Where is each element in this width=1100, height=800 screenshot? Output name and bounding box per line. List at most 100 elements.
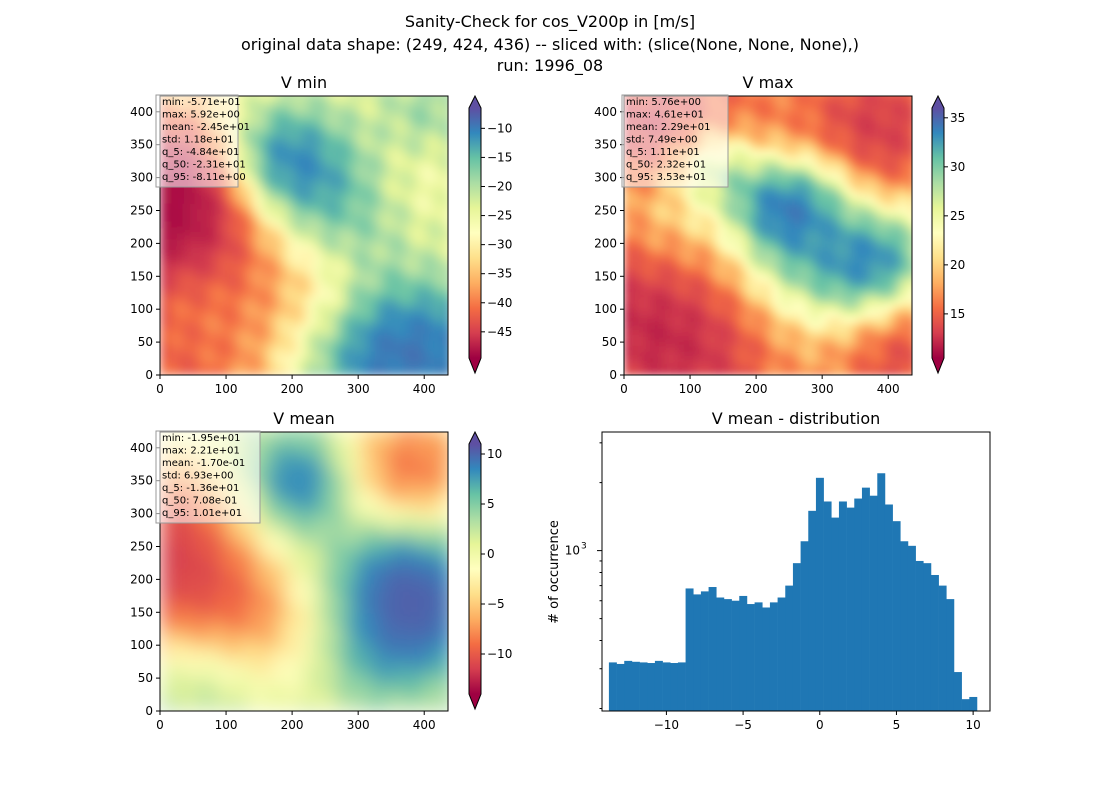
colorbar-tick-label: −10 [487,647,512,661]
panel-histogram: V mean - distribution −10 −5 0 5 10 10 3 # of… [547,409,991,732]
histogram-bar [923,563,932,711]
plot-frame [159,431,449,712]
stats-box-bg [155,430,261,524]
colorbar-tick-label: −45 [487,325,512,339]
colorbar: 15 20 25 30 35 [931,94,965,375]
y-tick-label: 400 [130,441,153,455]
plot-frame [623,95,913,376]
panel-title: V mean - distribution [712,409,881,428]
histogram-bar [884,504,893,711]
histogram-bar [900,541,909,711]
y-axis: 0 50 100 150 200 250 300 350 400 [130,441,160,718]
colorbar-tick-label: 10 [487,447,502,461]
colorbar-tick-label: 20 [950,258,965,272]
x-axis: −10 −5 0 5 10 [654,711,981,732]
histogram-bar [800,541,809,711]
histogram-bar [877,473,886,711]
histogram-bar [869,495,878,711]
x-tick-label: 100 [679,382,702,396]
colorbar-tick-label: −40 [487,296,512,310]
histogram-bar [938,585,947,711]
stats-line: mean: 2.29e+01 [626,122,710,133]
histogram-bar [731,600,740,711]
colorbar-extend-max [469,96,481,108]
stats-line: q_95: 3.53e+01 [626,172,706,183]
colorbar-tick-label: 35 [950,111,965,125]
histogram-bar [624,660,633,711]
x-tick-label: 100 [215,718,238,732]
figure-title-line-1: Sanity-Check for cos_V200p in [m/s] [404,12,696,31]
histogram-bar [693,594,702,711]
figure-title-line-3: run: 1996_08 [496,56,604,75]
histogram-bar [654,660,663,711]
y-tick-label: 300 [130,507,153,521]
y-tick-label: 250 [594,203,617,217]
x-tick-label: 400 [413,718,436,732]
histogram-bar [946,599,955,711]
y-tick-label: 100 [594,302,617,316]
colorbar-extend-max [469,432,481,444]
y-tick-label: 150 [130,269,153,283]
colorbar-ticks: −10 −15 −20 −25 −30 −35 −40 −45 [481,121,512,339]
histogram-bar [785,585,794,711]
stats-line: min: -5.71e+01 [162,97,241,108]
stats-box-bg [155,94,239,188]
histogram-bar [746,604,755,711]
histogram-bar [616,663,625,711]
y-axis: 0 50 100 150 200 250 300 350 400 [594,105,624,382]
stats-line: std: 7.49e+00 [626,135,698,146]
histogram-bar [846,507,855,711]
x-axis: 0 100 200 300 400 [156,375,436,396]
histogram-bar [716,597,725,711]
histogram-bar [915,560,924,711]
panel-v-min: V min 0 100 200 300 400 0 50 100 150 200 250 300 35… [130,73,512,396]
stats-line: max: 5.92e+00 [162,110,240,121]
colorbar-gradient [469,108,481,358]
x-tick-label: 300 [347,382,370,396]
y-tick-label: 0 [145,368,153,382]
y-tick-label: 150 [130,605,153,619]
colorbar-tick-label: −5 [487,597,505,611]
x-tick-label: 100 [215,382,238,396]
histogram-bar [854,498,863,711]
histogram-bar [685,588,694,711]
x-tick-label: 10 [965,718,980,732]
x-tick-label: 400 [877,382,900,396]
x-tick-label: 5 [893,718,901,732]
colorbar-outline [468,94,482,375]
stats-line: q_5: -4.84e+01 [162,147,239,158]
histogram-bar [907,545,916,711]
colorbar: 10 5 0 −5 −10 [468,430,512,711]
histogram-bars [608,473,978,711]
histogram-bar [792,563,801,711]
x-tick-label: 0 [156,718,164,732]
stats-box-bg [621,94,729,188]
panel-v-mean: V mean 0 100 200 300 400 0501001502002503003… [130,409,512,732]
colorbar-tick-label: −25 [487,209,512,223]
histogram-bar [754,602,763,711]
histogram-bar [961,699,970,711]
colorbar-ticks: 10 5 0 −5 −10 [481,447,512,661]
heatmap-field [160,432,448,711]
y-tick-label: 0 [609,368,617,382]
colorbar-tick-label: 5 [487,497,495,511]
x-tick-label: 200 [281,718,304,732]
x-tick-label: 200 [281,382,304,396]
histogram-bar [708,587,717,711]
y-tick-label: 0 [145,704,153,718]
x-tick-label: 300 [811,382,834,396]
y-tick-label: 50 [602,335,617,349]
y-tick-label: 300 [130,171,153,185]
stats-line: q_5: -1.36e+01 [162,483,239,494]
stats-line: q_95: 1.01e+01 [162,508,242,519]
y-tick-exponent: 3 [581,542,587,552]
colorbar-ticks: 15 20 25 30 35 [944,111,965,321]
colorbar-tick-label: −20 [487,179,512,193]
panel-title: V mean [273,409,334,428]
histogram-bar [838,501,847,711]
y-tick-label: 250 [130,203,153,217]
stats-line: std: 6.93e+00 [162,471,234,482]
colorbar-tick-label: 15 [950,307,965,321]
